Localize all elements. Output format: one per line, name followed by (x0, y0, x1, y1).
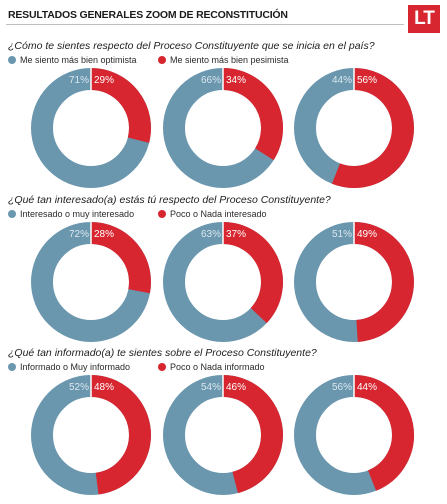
legend-swatch (158, 210, 166, 218)
legend-item: Me siento más bien optimista (8, 55, 137, 65)
donut-chart: Julio63%37% (163, 221, 283, 342)
header: RESULTADOS GENERALES ZOOM DE RECONSTITUC… (0, 0, 447, 36)
legend-swatch (8, 210, 16, 218)
legend-item: Poco o Nada interesado (158, 209, 267, 219)
donut-segment-poco-o-nada-interesado (353, 222, 414, 342)
question-title: ¿Qué tan informado(a) te sientes sobre e… (8, 347, 317, 359)
legend-label: Poco o Nada interesado (170, 209, 267, 219)
chart-section-1: ¿Cómo te sientes respecto del Proceso Co… (0, 40, 447, 197)
donut-charts: Mayo52%48%Julio54%46%Sep-Oct56%44% (31, 374, 414, 495)
data-label-secondary: 49% (357, 229, 377, 240)
donut-charts: Mayo72%28%Julio63%37%Sep-Oct51%49% (31, 221, 414, 342)
legend-swatch (8, 363, 16, 371)
donut-segment-me-siento-más-bien-pesimista (90, 68, 151, 143)
donut-segment-me-siento-más-bien-pesimista (222, 68, 283, 161)
legend-item: Poco o Nada informado (158, 362, 265, 372)
donut-segment-poco-o-nada-informado (90, 375, 151, 495)
question-title: ¿Qué tan interesado(a) estás tú respecto… (8, 194, 331, 206)
data-label-primary: 63% (201, 229, 221, 240)
lt-logo: LT (408, 5, 440, 33)
donut-chart: Sep-Oct51%49% (294, 221, 414, 342)
data-label-primary: 56% (332, 382, 352, 393)
legend-item: Informado o Muy informado (8, 362, 130, 372)
donut-chart: Mayo71%29% (31, 67, 151, 188)
data-label-secondary: 34% (226, 75, 246, 86)
data-label-primary: 66% (201, 75, 221, 86)
data-label-secondary: 46% (226, 382, 246, 393)
data-label-primary: 51% (332, 229, 352, 240)
legend-swatch (8, 56, 16, 64)
donut-chart: Sep-Oct56%44% (294, 374, 414, 495)
data-label-secondary: 29% (94, 75, 114, 86)
donut-chart: Sep-Oct44%56% (294, 67, 414, 188)
data-label-secondary: 44% (357, 382, 377, 393)
donut-segment-poco-o-nada-interesado (90, 222, 151, 294)
donut-chart: Julio66%34% (163, 67, 283, 188)
data-label-secondary: 48% (94, 382, 114, 393)
data-label-secondary: 37% (226, 229, 246, 240)
donut-segment-me-siento-más-bien-pesimista (331, 68, 414, 188)
donut-chart: Julio54%46% (163, 374, 283, 495)
data-label-primary: 72% (69, 229, 89, 240)
donut-chart: Mayo52%48% (31, 374, 151, 495)
legend-label: Interesado o muy interesado (20, 209, 135, 219)
data-label-primary: 44% (332, 75, 352, 86)
legend-label: Poco o Nada informado (170, 362, 265, 372)
data-label-primary: 71% (69, 75, 89, 86)
chart-section-2: ¿Qué tan interesado(a) estás tú respecto… (0, 194, 447, 351)
question-title: ¿Cómo te sientes respecto del Proceso Co… (8, 40, 375, 52)
data-label-primary: 54% (201, 382, 221, 393)
donut-segment-poco-o-nada-interesado (222, 222, 283, 324)
header-divider (6, 24, 404, 25)
legend-swatch (158, 363, 166, 371)
donut-segment-poco-o-nada-informado (353, 375, 414, 491)
legend-label: Me siento más bien optimista (20, 55, 137, 65)
data-label-secondary: 28% (94, 229, 114, 240)
donut-segment-poco-o-nada-informado (222, 375, 283, 494)
data-label-secondary: 56% (357, 75, 377, 86)
legend-item: Me siento más bien pesimista (158, 55, 289, 65)
data-label-primary: 52% (69, 382, 89, 393)
chart-section-3: ¿Qué tan informado(a) te sientes sobre e… (0, 347, 447, 504)
donut-charts: Mayo71%29%Julio66%34%Sep-Oct44%56% (31, 67, 414, 188)
donut-chart: Mayo72%28% (31, 221, 151, 342)
legend-label: Informado o Muy informado (20, 362, 131, 372)
legend-swatch (158, 56, 166, 64)
page-title: RESULTADOS GENERALES ZOOM DE RECONSTITUC… (8, 9, 288, 21)
legend-item: Interesado o muy interesado (8, 209, 134, 219)
legend-label: Me siento más bien pesimista (170, 55, 289, 65)
